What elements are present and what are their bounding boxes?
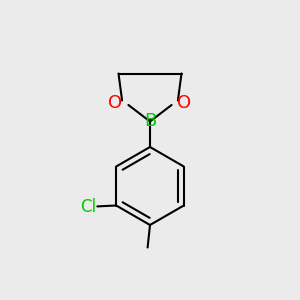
Text: Cl: Cl bbox=[80, 198, 96, 216]
Text: O: O bbox=[177, 94, 192, 112]
Text: O: O bbox=[108, 94, 123, 112]
Text: B: B bbox=[144, 112, 156, 130]
